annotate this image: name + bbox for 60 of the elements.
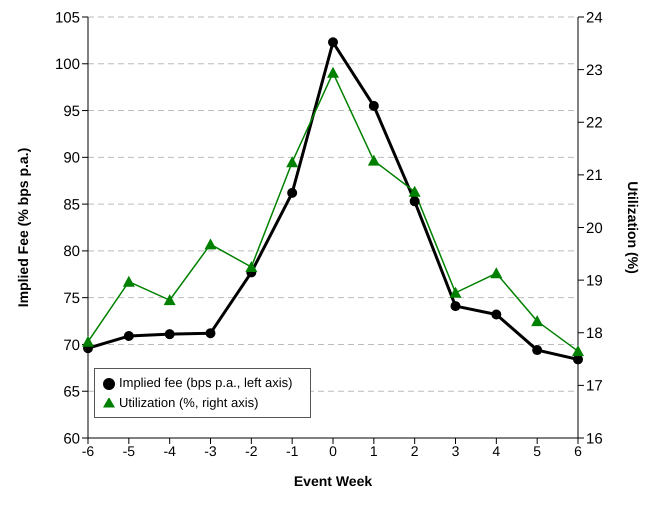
point xyxy=(122,276,135,287)
x-tick-label: 3 xyxy=(452,442,460,459)
y-tick-label: 100 xyxy=(54,56,80,74)
y-tick-label: 80 xyxy=(63,243,80,260)
point xyxy=(204,238,216,250)
x-tick-label: -3 xyxy=(204,442,217,459)
y-tick-label: 70 xyxy=(63,336,80,354)
point xyxy=(82,336,94,347)
x-tick-label: -1 xyxy=(286,442,299,459)
point xyxy=(206,328,216,338)
y2-tick-label: 23 xyxy=(586,62,603,79)
x-tick-label: -2 xyxy=(245,442,258,459)
y-tick-label: 65 xyxy=(63,384,80,401)
point xyxy=(368,100,379,111)
y2-tick-label: 18 xyxy=(586,325,603,342)
x-tick-label: 6 xyxy=(574,442,582,459)
y2-tick-label: 19 xyxy=(586,272,603,290)
point xyxy=(450,301,460,312)
point xyxy=(572,345,584,356)
point xyxy=(490,267,502,278)
point xyxy=(532,345,542,356)
point xyxy=(328,37,338,48)
point xyxy=(327,66,339,78)
x-tick-label: -6 xyxy=(82,442,94,459)
point xyxy=(531,315,544,326)
y2-tick-label: 17 xyxy=(586,378,603,395)
legend-label: Implied fee (bps p.a., left axis) xyxy=(119,375,292,390)
y-tick-label: 95 xyxy=(63,102,80,120)
y2-tick-label: 21 xyxy=(586,167,603,184)
point xyxy=(491,310,502,320)
x-tick-label: 1 xyxy=(370,442,378,459)
y-tick-label: 85 xyxy=(63,196,80,214)
x-tick-label: 2 xyxy=(410,442,419,459)
y2-axis-title: Utilization (%) xyxy=(625,181,642,274)
point xyxy=(286,156,298,168)
point xyxy=(164,294,176,306)
point xyxy=(245,260,258,272)
legend-label: Utilization (%, right axis) xyxy=(119,395,258,410)
point xyxy=(124,331,134,342)
point xyxy=(408,186,421,197)
point xyxy=(368,154,380,166)
x-tick-label: 0 xyxy=(329,442,338,459)
x-axis-title: Event Week xyxy=(294,473,372,489)
point xyxy=(164,329,175,340)
point xyxy=(410,196,420,206)
y2-tick-label: 24 xyxy=(586,9,603,26)
x-tick-label: -4 xyxy=(163,442,176,459)
y2-tick-label: 16 xyxy=(586,430,603,448)
x-tick-label: 5 xyxy=(533,442,542,459)
x-tick-label: -5 xyxy=(122,442,136,459)
y2-tick-label: 22 xyxy=(586,114,603,132)
y2-tick-label: 20 xyxy=(586,220,603,237)
x-tick-label: 4 xyxy=(492,442,500,459)
point xyxy=(287,188,298,198)
y-axis-title: Implied Fee (% bps p.a.) xyxy=(14,148,31,308)
y-tick-label: 105 xyxy=(54,9,80,26)
y-tick-label: 75 xyxy=(63,290,80,307)
y-tick-label: 60 xyxy=(63,430,80,448)
point xyxy=(450,286,462,298)
y-tick-label: 90 xyxy=(63,150,80,167)
